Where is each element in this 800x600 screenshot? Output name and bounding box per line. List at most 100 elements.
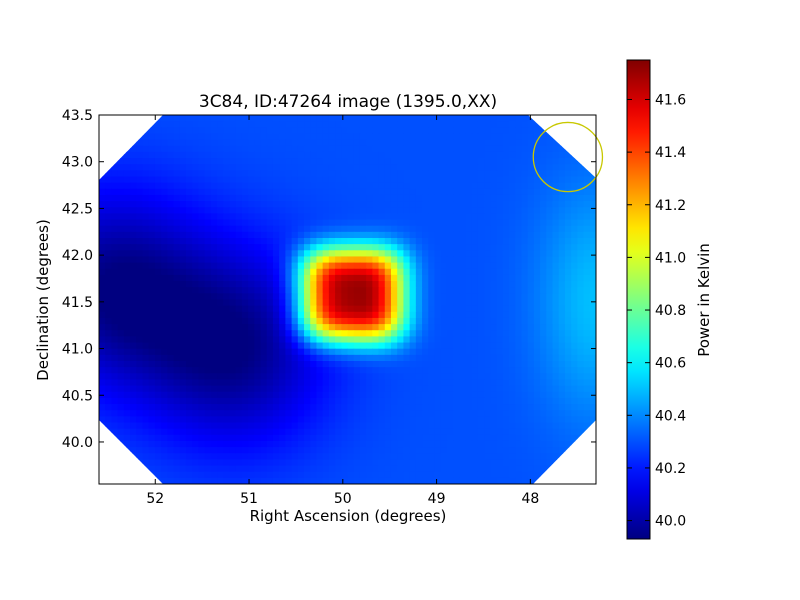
- heatmap-cell: [471, 262, 479, 270]
- heatmap-cell: [415, 164, 423, 171]
- heatmap-cell: [434, 373, 442, 381]
- heatmap-cell: [136, 281, 144, 288]
- heatmap-cell: [428, 305, 436, 313]
- heatmap-cell: [204, 391, 212, 399]
- heatmap-cell: [546, 354, 554, 362]
- heatmap-cell: [347, 151, 355, 159]
- heatmap-cells: [99, 115, 596, 484]
- heatmap-cell: [341, 188, 349, 196]
- heatmap-cell: [185, 317, 193, 325]
- heatmap-cell: [167, 324, 175, 331]
- heatmap-cell: [589, 250, 596, 258]
- heatmap-cell: [521, 311, 529, 319]
- heatmap-cell: [304, 453, 311, 460]
- heatmap-cell: [272, 379, 280, 387]
- heatmap-cell: [546, 151, 554, 159]
- heatmap-cell: [272, 361, 280, 368]
- heatmap-cell: [254, 453, 262, 460]
- heatmap-cell: [428, 188, 436, 196]
- heatmap-cell: [210, 354, 218, 362]
- heatmap-cell: [347, 434, 355, 442]
- heatmap-cell: [297, 342, 305, 350]
- heatmap-cell: [204, 367, 212, 374]
- heatmap-cell: [167, 410, 175, 417]
- heatmap-cell: [111, 170, 119, 178]
- heatmap-cell: [316, 324, 324, 331]
- heatmap-cell: [589, 231, 596, 239]
- heatmap-cell: [527, 158, 535, 165]
- heatmap-cell: [533, 207, 541, 214]
- heatmap-cell: [484, 434, 491, 442]
- heatmap-cell: [378, 194, 386, 202]
- heatmap-cell: [291, 324, 299, 331]
- heatmap-cell: [459, 336, 467, 344]
- heatmap-cell: [440, 287, 448, 294]
- heatmap-cell: [564, 416, 572, 424]
- heatmap-cell: [403, 238, 411, 245]
- heatmap-cell: [173, 385, 181, 393]
- heatmap-cell: [217, 404, 224, 411]
- heatmap-cell: [111, 164, 119, 171]
- heatmap-cell: [322, 213, 330, 221]
- heatmap-cell: [229, 342, 237, 350]
- heatmap-cell: [459, 225, 467, 233]
- heatmap-cell: [198, 471, 206, 479]
- heatmap-cell: [192, 274, 199, 282]
- heatmap-cell: [496, 465, 504, 473]
- heatmap-cell: [173, 416, 181, 424]
- heatmap-cell: [372, 164, 380, 171]
- heatmap-cell: [353, 170, 361, 178]
- heatmap-cell: [434, 281, 442, 288]
- heatmap-cell: [540, 397, 547, 405]
- heatmap-cell: [372, 453, 380, 460]
- heatmap-cell: [552, 194, 560, 202]
- heatmap-cell: [434, 182, 442, 190]
- heatmap-cell: [322, 404, 330, 411]
- heatmap-cell: [372, 151, 380, 159]
- heatmap-cell: [471, 379, 479, 387]
- colorbar-fill: [626, 59, 651, 540]
- heatmap-cell: [422, 268, 429, 276]
- heatmap-cell: [502, 330, 510, 337]
- heatmap-cell: [446, 139, 454, 147]
- heatmap-cell: [571, 428, 578, 436]
- heatmap-cell: [471, 317, 479, 325]
- heatmap-cell: [279, 416, 286, 424]
- heatmap-cell: [564, 348, 572, 356]
- heatmap-cell: [390, 311, 398, 319]
- heatmap-cell: [446, 428, 454, 436]
- heatmap-cell: [453, 459, 460, 467]
- heatmap-cell: [204, 342, 212, 350]
- heatmap-cell: [341, 373, 349, 381]
- heatmap-cell: [477, 151, 485, 159]
- heatmap-cell: [390, 459, 398, 467]
- heatmap-cell: [297, 145, 305, 153]
- heatmap-cell: [384, 336, 392, 344]
- heatmap-cell: [428, 244, 436, 251]
- heatmap-cell: [453, 391, 460, 399]
- heatmap-cell: [434, 471, 442, 479]
- heatmap-cell: [564, 336, 572, 344]
- heatmap-cell: [589, 194, 596, 202]
- heatmap-cell: [322, 330, 330, 337]
- heatmap-cell: [111, 281, 119, 288]
- heatmap-cell: [185, 281, 193, 288]
- heatmap-cell: [347, 274, 355, 282]
- heatmap-cell: [198, 299, 206, 307]
- heatmap-cell: [459, 262, 467, 270]
- heatmap-cell: [173, 201, 181, 208]
- heatmap-cell: [254, 379, 262, 387]
- heatmap-cell: [130, 238, 137, 245]
- heatmap-cell: [515, 194, 523, 202]
- y-tick-label: 40.0: [62, 435, 93, 451]
- heatmap-cell: [297, 416, 305, 424]
- heatmap-cell: [179, 244, 187, 251]
- heatmap-cell: [335, 299, 342, 307]
- heatmap-cell: [285, 207, 293, 214]
- heatmap-cell: [428, 213, 436, 221]
- heatmap-cell: [254, 231, 262, 239]
- heatmap-cell: [515, 225, 523, 233]
- heatmap-cell: [415, 127, 423, 135]
- heatmap-cell: [328, 250, 336, 258]
- heatmap-cell: [583, 348, 591, 356]
